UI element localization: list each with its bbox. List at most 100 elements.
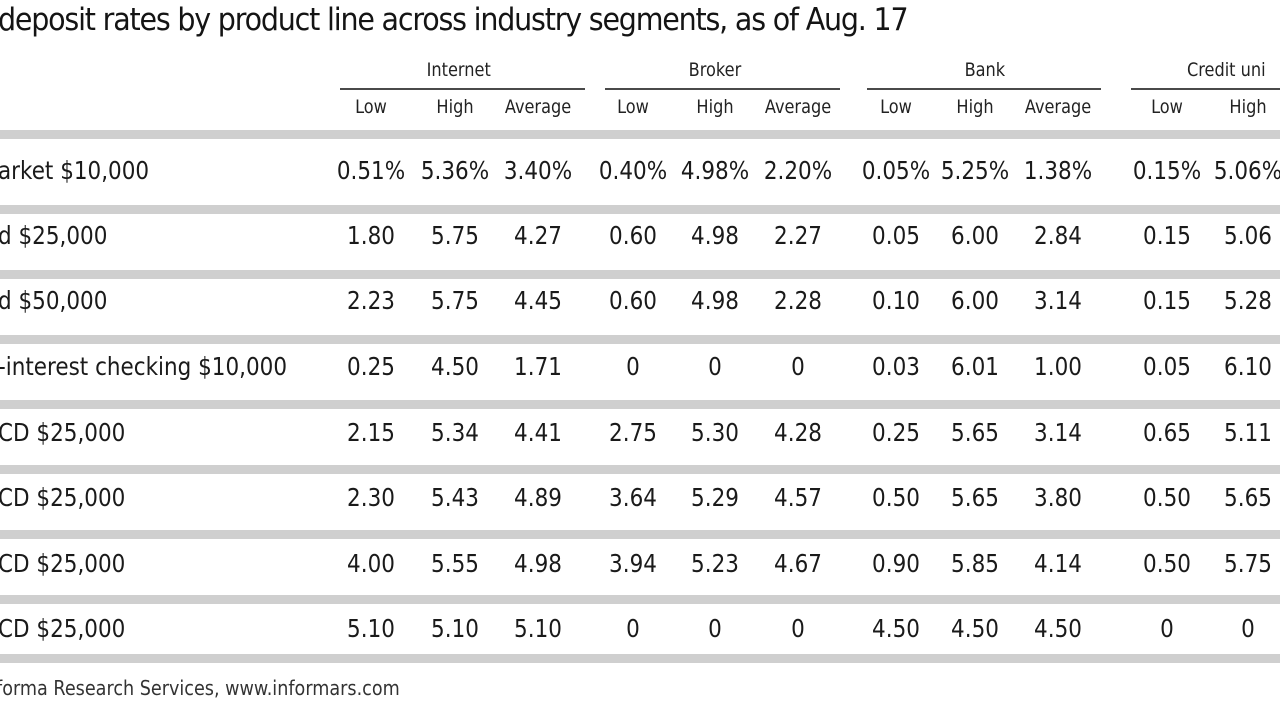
table-cell: 5.11	[1224, 418, 1272, 447]
row-separator	[0, 654, 1280, 663]
table-cell: 4.14	[1034, 549, 1082, 578]
row-separator	[0, 130, 1280, 139]
table-cell: 0	[1160, 614, 1174, 643]
column-header-low: Low	[355, 96, 387, 118]
table-cell: 0	[626, 352, 640, 381]
table-cell: 5.06	[1224, 221, 1272, 250]
column-header-average: Average	[1024, 96, 1092, 118]
table-cell: 4.50	[872, 614, 920, 643]
table-cell: 2.75	[609, 418, 657, 447]
chart-title: deposit rates by product line across ind…	[0, 2, 909, 38]
table-cell: 0.15	[1143, 221, 1191, 250]
table-cell: 5.28	[1224, 286, 1272, 315]
table-cell: 5.75	[431, 221, 479, 250]
table-cell: 4.98	[514, 549, 562, 578]
table-cell: 4.57	[774, 483, 822, 512]
table-cell: 2.28	[774, 286, 822, 315]
table-cell: 2.27	[774, 221, 822, 250]
row-separator	[0, 270, 1280, 279]
table-cell: 2.23	[347, 286, 395, 315]
row-label: CD $25,000	[0, 483, 126, 512]
table-cell: 4.50	[431, 352, 479, 381]
table-cell: 5.23	[691, 549, 739, 578]
table-cell: 0	[708, 614, 722, 643]
column-header-low: Low	[617, 96, 649, 118]
row-label: d $25,000	[0, 221, 108, 250]
table-cell: 0	[708, 352, 722, 381]
table-cell: 5.10	[431, 614, 479, 643]
row-separator	[0, 595, 1280, 604]
row-separator	[0, 335, 1280, 344]
table-cell: 4.98	[691, 286, 739, 315]
table-cell: 0	[791, 352, 805, 381]
column-header-average: Average	[764, 96, 832, 118]
row-label: CD $25,000	[0, 418, 126, 447]
table-cell: 4.98%	[680, 156, 750, 185]
row-separator	[0, 465, 1280, 474]
table-cell: 0.25	[872, 418, 920, 447]
group-rule	[1131, 88, 1280, 90]
table-cell: 5.10	[347, 614, 395, 643]
table-cell: 0.90	[872, 549, 920, 578]
table-cell: 4.89	[514, 483, 562, 512]
column-header-average: Average	[504, 96, 572, 118]
table-cell: 0.60	[609, 221, 657, 250]
table-cell: 5.06%	[1213, 156, 1280, 185]
table-cell: 1.00	[1034, 352, 1082, 381]
table-cell: 5.43	[431, 483, 479, 512]
table-cell: 0.51%	[336, 156, 406, 185]
table-cell: 0.60	[609, 286, 657, 315]
table-cell: 0.15	[1143, 286, 1191, 315]
group-header-bank: Bank	[964, 59, 1006, 81]
table-cell: 4.45	[514, 286, 562, 315]
table-cell: 1.71	[514, 352, 562, 381]
table-cell: 4.98	[691, 221, 739, 250]
column-header-high: High	[436, 96, 474, 118]
table-cell: 0.65	[1143, 418, 1191, 447]
table-cell: 3.14	[1034, 418, 1082, 447]
table-cell: 4.50	[1034, 614, 1082, 643]
table-cell: 5.65	[1224, 483, 1272, 512]
table-cell: 0.50	[872, 483, 920, 512]
row-label: -interest checking $10,000	[0, 352, 288, 381]
table-cell: 4.50	[951, 614, 999, 643]
table-cell: 6.01	[951, 352, 999, 381]
table-cell: 5.36%	[420, 156, 490, 185]
row-separator	[0, 400, 1280, 409]
table-cell: 2.20%	[763, 156, 833, 185]
row-separator	[0, 530, 1280, 539]
table-cell: 5.75	[431, 286, 479, 315]
table-cell: 0.50	[1143, 549, 1191, 578]
table-cell: 2.84	[1034, 221, 1082, 250]
table-cell: 5.75	[1224, 549, 1272, 578]
table-cell: 5.65	[951, 418, 999, 447]
column-header-low: Low	[1151, 96, 1183, 118]
table-cell: 0.40%	[598, 156, 668, 185]
table-cell: 4.27	[514, 221, 562, 250]
table-cell: 0.05	[1143, 352, 1191, 381]
table-cell: 5.29	[691, 483, 739, 512]
table-cell: 0.25	[347, 352, 395, 381]
table-cell: 2.15	[347, 418, 395, 447]
table-cell: 6.10	[1224, 352, 1272, 381]
table-cell: 1.38%	[1023, 156, 1093, 185]
table-cell: 6.00	[951, 286, 999, 315]
table-cell: 0.50	[1143, 483, 1191, 512]
group-rule	[340, 88, 585, 90]
row-label: CD $25,000	[0, 549, 126, 578]
table-cell: 3.40%	[503, 156, 573, 185]
table-cell: 3.64	[609, 483, 657, 512]
table-cell: 4.67	[774, 549, 822, 578]
table-cell: 4.00	[347, 549, 395, 578]
column-header-high: High	[1229, 96, 1267, 118]
table-cell: 0.03	[872, 352, 920, 381]
row-label: arket $10,000	[0, 156, 150, 185]
table-cell: 5.65	[951, 483, 999, 512]
table-cell: 0	[1241, 614, 1255, 643]
table-cell: 0	[791, 614, 805, 643]
table-cell: 5.85	[951, 549, 999, 578]
column-header-high: High	[696, 96, 734, 118]
source-note: forma Research Services, www.informars.c…	[0, 676, 400, 700]
group-rule	[605, 88, 840, 90]
column-header-high: High	[956, 96, 994, 118]
